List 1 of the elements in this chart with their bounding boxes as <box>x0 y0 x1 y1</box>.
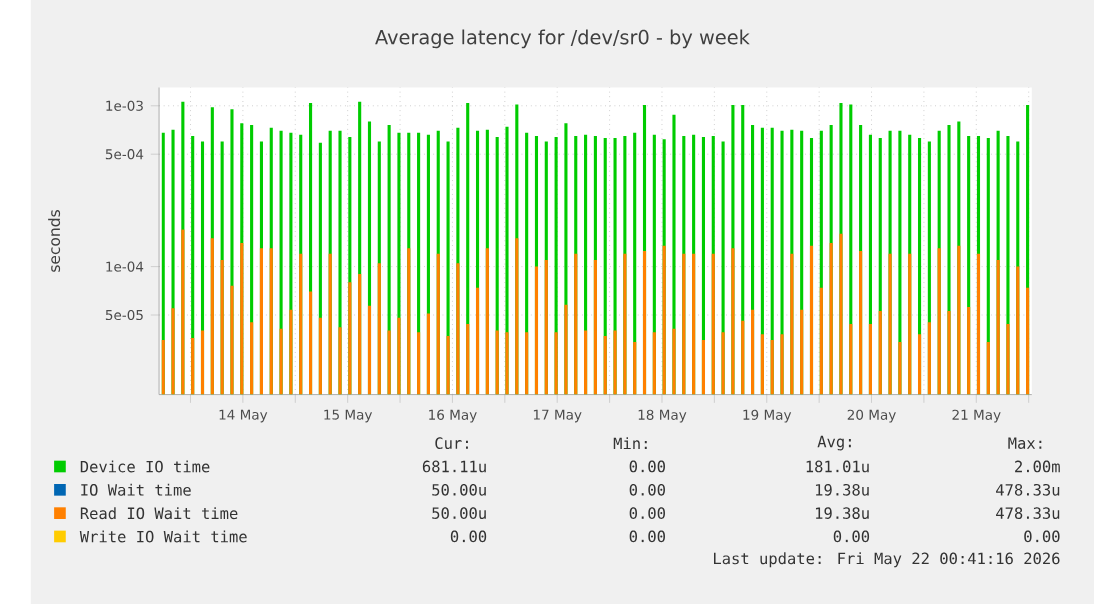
chart-title: Average latency for /dev/sr0 - by week <box>375 29 750 49</box>
